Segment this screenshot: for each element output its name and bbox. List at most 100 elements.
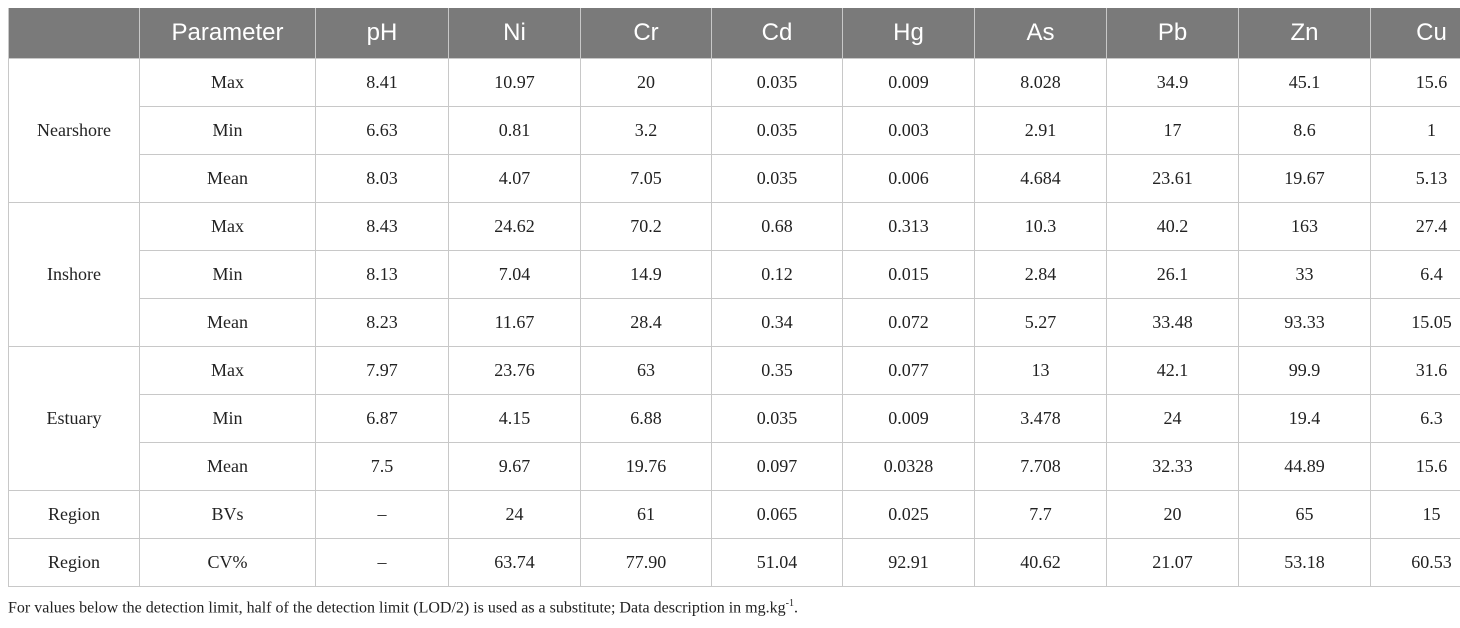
- value-cell: 61: [580, 490, 712, 539]
- value-cell: –: [315, 538, 449, 587]
- value-cell: 34.9: [1106, 58, 1239, 107]
- table-row: Inshore Max 8.43 24.62 70.2 0.68 0.313 10.3 40.2…: [8, 202, 1460, 347]
- parameter-cell: Max: [139, 202, 316, 251]
- value-cell: 15: [1370, 490, 1460, 539]
- value-cell: 70.2: [580, 202, 712, 251]
- value-cell: 24: [1106, 394, 1239, 443]
- value-cell: 7.708: [974, 442, 1107, 491]
- value-cell: 0.0328: [842, 442, 975, 491]
- value-cell: 4.07: [448, 154, 581, 203]
- value-cell: 21.07: [1106, 538, 1239, 587]
- value-cell: 0.035: [711, 154, 843, 203]
- value-cell: 0.015: [842, 250, 975, 299]
- group-label-cell: Nearshore: [8, 58, 140, 203]
- value-cell: –: [315, 490, 449, 539]
- value-cell: 0.35: [711, 346, 843, 395]
- value-cell: 0.12: [711, 250, 843, 299]
- value-cell: 6.88: [580, 394, 712, 443]
- value-cell: 99.9: [1238, 346, 1371, 395]
- table-row: Min 6.87 4.15 6.88 0.035 0.009 3.478 24 19.4 6.3: [9, 394, 1460, 443]
- header-cell: Cu: [1370, 8, 1460, 59]
- value-cell: 6.63: [315, 106, 449, 155]
- value-cell: 33: [1238, 250, 1371, 299]
- value-cell: 3.478: [974, 394, 1107, 443]
- footnote-text: For values below the detection limit, ha…: [8, 599, 786, 617]
- table-row: Mean 7.5 9.67 19.76 0.097 0.0328 7.708 32.33 44.…: [9, 442, 1460, 491]
- value-cell: 0.68: [711, 202, 843, 251]
- value-cell: 2.91: [974, 106, 1107, 155]
- value-cell: 15.05: [1370, 298, 1460, 347]
- value-cell: 60.53: [1370, 538, 1460, 587]
- value-cell: 0.009: [842, 394, 975, 443]
- value-cell: 8.6: [1238, 106, 1371, 155]
- footnote: For values below the detection limit, ha…: [8, 598, 798, 617]
- value-cell: 8.43: [315, 202, 449, 251]
- value-cell: 20: [1106, 490, 1239, 539]
- header-cell: Parameter: [139, 8, 316, 59]
- value-cell: 53.18: [1238, 538, 1371, 587]
- value-cell: 8.028: [974, 58, 1107, 107]
- parameter-cell: Min: [139, 394, 316, 443]
- parameter-cell: Max: [139, 58, 316, 107]
- header-cell: pH: [315, 8, 449, 59]
- value-cell: 8.13: [315, 250, 449, 299]
- table-body: Nearshore Max 8.41 10.97 20 0.035 0.009 8.028 34…: [8, 58, 1460, 587]
- header-cell: Hg: [842, 8, 975, 59]
- value-cell: 42.1: [1106, 346, 1239, 395]
- parameter-cell: Min: [139, 106, 316, 155]
- value-cell: 0.065: [711, 490, 843, 539]
- value-cell: 33.48: [1106, 298, 1239, 347]
- group-label-cell: Region: [8, 538, 140, 587]
- value-cell: 10.97: [448, 58, 581, 107]
- parameter-cell: Mean: [139, 442, 316, 491]
- value-cell: 2.84: [974, 250, 1107, 299]
- value-cell: 26.1: [1106, 250, 1239, 299]
- header-row: Parameter pH Ni Cr Cd Hg As Pb Zn Cu: [8, 8, 1460, 59]
- table-row: Min 6.63 0.81 3.2 0.035 0.003 2.91 17 8.6 1: [9, 106, 1460, 155]
- group-label-cell: Region: [8, 490, 140, 539]
- group-label-cell: Estuary: [8, 346, 140, 491]
- value-cell: 14.9: [580, 250, 712, 299]
- value-cell: 20: [580, 58, 712, 107]
- value-cell: 7.5: [315, 442, 449, 491]
- table-row: Nearshore Max 8.41 10.97 20 0.035 0.009 8.028 34…: [8, 58, 1460, 203]
- value-cell: 8.03: [315, 154, 449, 203]
- value-cell: 32.33: [1106, 442, 1239, 491]
- value-cell: 45.1: [1238, 58, 1371, 107]
- value-cell: 19.76: [580, 442, 712, 491]
- value-cell: 11.67: [448, 298, 581, 347]
- value-cell: 0.077: [842, 346, 975, 395]
- value-cell: 5.13: [1370, 154, 1460, 203]
- value-cell: 15.6: [1370, 442, 1460, 491]
- table-row: Region BVs –24 61 0.065 0.025 7.7 20 65 15: [8, 490, 1460, 539]
- value-cell: 7.97: [315, 346, 449, 395]
- value-cell: 63: [580, 346, 712, 395]
- value-cell: 8.23: [315, 298, 449, 347]
- header-cell: Zn: [1238, 8, 1371, 59]
- value-cell: 7.7: [974, 490, 1107, 539]
- value-cell: 92.91: [842, 538, 975, 587]
- value-cell: 0.072: [842, 298, 975, 347]
- value-cell: 24: [448, 490, 581, 539]
- value-cell: 40.62: [974, 538, 1107, 587]
- table-row: Region CV% –63.74 77.90 51.04 92.91 40.62 21.07…: [8, 538, 1460, 587]
- value-cell: 9.67: [448, 442, 581, 491]
- value-cell: 4.15: [448, 394, 581, 443]
- data-table: Parameter pH Ni Cr Cd Hg As Pb Zn Cu Nea…: [8, 8, 1460, 587]
- footnote-end: .: [793, 599, 798, 617]
- value-cell: 8.41: [315, 58, 449, 107]
- value-cell: 7.05: [580, 154, 712, 203]
- value-cell: 0.035: [711, 58, 843, 107]
- parameter-cell: Mean: [139, 298, 316, 347]
- footnote-superscript: -1: [785, 598, 794, 609]
- value-cell: 77.90: [580, 538, 712, 587]
- value-cell: 0.003: [842, 106, 975, 155]
- header-cell: [8, 8, 140, 59]
- parameter-cell: CV%: [139, 538, 316, 587]
- value-cell: 0.34: [711, 298, 843, 347]
- table-row: Estuary Max 7.97 23.76 63 0.35 0.077 13 42.1 99.9…: [8, 346, 1460, 491]
- value-cell: 3.2: [580, 106, 712, 155]
- value-cell: 10.3: [974, 202, 1107, 251]
- value-cell: 0.009: [842, 58, 975, 107]
- parameter-cell: BVs: [139, 490, 316, 539]
